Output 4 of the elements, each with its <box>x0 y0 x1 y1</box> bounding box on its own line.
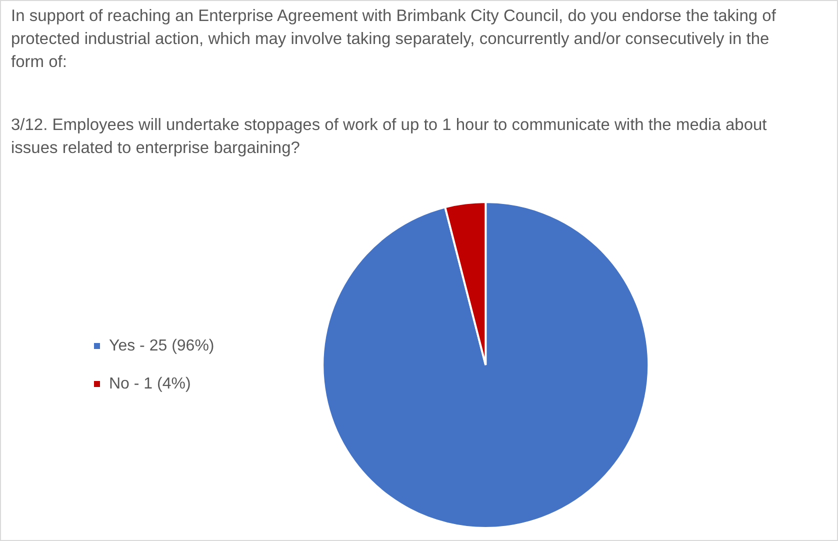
chart-title: In support of reaching an Enterprise Agreement with Brimbank City Council, do you endorse the taking of protected industrial action, which may involve taking separately, concurrently and/or consecutively in the form of: <box>11 6 777 73</box>
legend-label: No - 1 (4%) <box>109 375 191 392</box>
legend-label: Yes - 25 (96%) <box>109 337 214 354</box>
chart-subtitle: 3/12. Employees will undertake stoppages of work of up to 1 hour to communicate with the media about issues related to enterprise bargaining? <box>11 115 768 159</box>
